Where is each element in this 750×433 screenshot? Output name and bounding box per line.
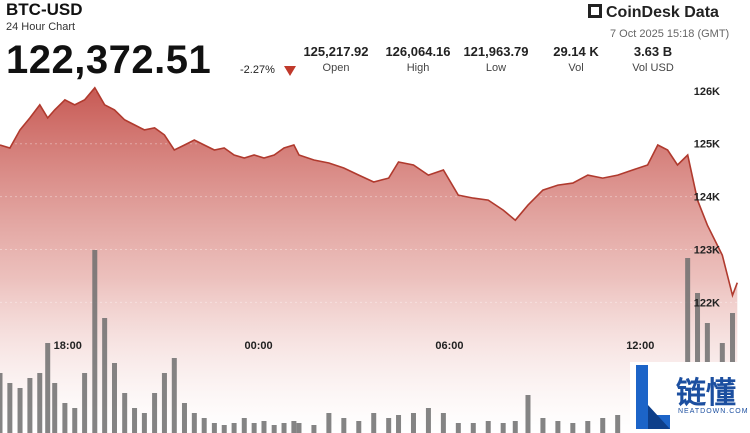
watermark-url: NEATDOWN.COM xyxy=(678,408,749,415)
last-price: 122,372.51 xyxy=(6,38,212,82)
volume-bar xyxy=(261,421,267,433)
volume-bar xyxy=(37,373,43,433)
volume-bar xyxy=(152,393,158,433)
x-tick-label: 18:00 xyxy=(54,340,82,352)
volume-bar xyxy=(72,408,78,433)
watermark: 链懂 NEATDOWN.COM xyxy=(630,362,750,433)
watermark-text: 链懂 xyxy=(676,377,736,410)
volume-bar xyxy=(181,403,187,433)
volume-bar xyxy=(410,413,416,433)
brand-text: CoinDesk Data xyxy=(606,4,719,21)
volume-bar xyxy=(211,423,217,433)
x-tick-label: 06:00 xyxy=(435,340,463,352)
volume-bar xyxy=(0,373,3,433)
volume-bar xyxy=(470,423,476,433)
volume-bar xyxy=(371,413,377,433)
volume-bar xyxy=(356,421,362,433)
volume-bar xyxy=(555,421,561,433)
stat-label: Vol xyxy=(568,62,584,74)
volume-bar xyxy=(191,413,197,433)
y-tick-label: 122K xyxy=(694,297,720,309)
stat: 121,963.79 Low xyxy=(451,44,541,74)
volume-bar xyxy=(685,258,691,433)
volume-bar xyxy=(271,425,277,433)
timestamp: 7 Oct 2025 15:18 (GMT) xyxy=(610,28,730,40)
volume-bar xyxy=(386,418,392,433)
volume-bar xyxy=(291,421,297,433)
stat-label: Vol USD xyxy=(632,62,674,74)
volume-bar xyxy=(440,413,446,433)
volume-bar xyxy=(231,423,237,433)
x-tick-label: 00:00 xyxy=(245,340,273,352)
volume-bar xyxy=(311,425,317,433)
volume-bar xyxy=(17,388,23,433)
volume-bar xyxy=(201,418,207,433)
chart-title: BTC-USD xyxy=(6,0,83,19)
volume-bar xyxy=(27,378,33,433)
y-tick-label: 126K xyxy=(694,86,720,98)
volume-bar xyxy=(251,423,257,433)
volume-bar xyxy=(540,418,546,433)
volume-bar xyxy=(455,423,461,433)
change: -2.27% xyxy=(240,64,275,76)
chart-subtitle: 24 Hour Chart xyxy=(6,21,76,33)
price-line xyxy=(0,86,739,299)
area-fill xyxy=(0,87,738,433)
stat: 125,217.92 Open xyxy=(291,44,381,74)
volume-bar xyxy=(615,415,621,433)
stat-label: Low xyxy=(485,62,507,74)
stat: 29.14 K Vol xyxy=(531,44,621,74)
watermark-logo xyxy=(636,365,670,429)
volume-bar xyxy=(585,421,591,433)
y-tick-label: 123K xyxy=(694,244,720,256)
volume-bar xyxy=(62,403,68,433)
volume-bar xyxy=(281,423,287,433)
volume-bar xyxy=(141,413,147,433)
volume-bar xyxy=(241,418,247,433)
stat-label: Open xyxy=(322,62,350,74)
volume-bar xyxy=(570,423,576,433)
volume-bar xyxy=(600,418,606,433)
stat-value: 126,064.16 xyxy=(385,44,451,59)
stat-value: 121,963.79 xyxy=(463,44,529,59)
volume-bar xyxy=(512,421,518,433)
volume-bar xyxy=(221,425,227,433)
y-tick-label: 124K xyxy=(694,192,720,204)
brand: CoinDesk Data xyxy=(588,4,719,22)
stat: 126,064.16 High xyxy=(373,44,463,74)
volume-bar xyxy=(112,363,118,433)
stat: 3.63 B Vol USD xyxy=(608,44,698,74)
volume-bar xyxy=(326,413,332,433)
volume-bar xyxy=(102,318,108,433)
stat-label: High xyxy=(406,62,430,74)
volume-bar xyxy=(132,408,138,433)
down-arrow xyxy=(284,66,296,76)
volume-bar xyxy=(7,383,13,433)
volume-bar xyxy=(485,421,491,433)
volume-bar xyxy=(525,395,531,433)
volume-bar xyxy=(122,393,128,433)
volume-bar xyxy=(52,383,58,433)
volume-bar xyxy=(171,358,177,433)
volume-bar xyxy=(92,250,98,433)
volume-bar xyxy=(45,343,51,433)
volume-bar xyxy=(500,423,506,433)
x-tick-label: 12:00 xyxy=(626,340,654,352)
stat-value: 125,217.92 xyxy=(303,44,369,59)
stat-value: 3.63 B xyxy=(633,44,673,59)
volume-bar xyxy=(296,423,302,433)
stat-value: 29.14 K xyxy=(553,44,599,59)
volume-bar xyxy=(341,418,347,433)
volume-bar xyxy=(82,373,88,433)
volume-bar xyxy=(161,373,167,433)
y-tick-label: 125K xyxy=(694,139,720,151)
volume-bar xyxy=(425,408,431,433)
volume-bar xyxy=(396,415,402,433)
